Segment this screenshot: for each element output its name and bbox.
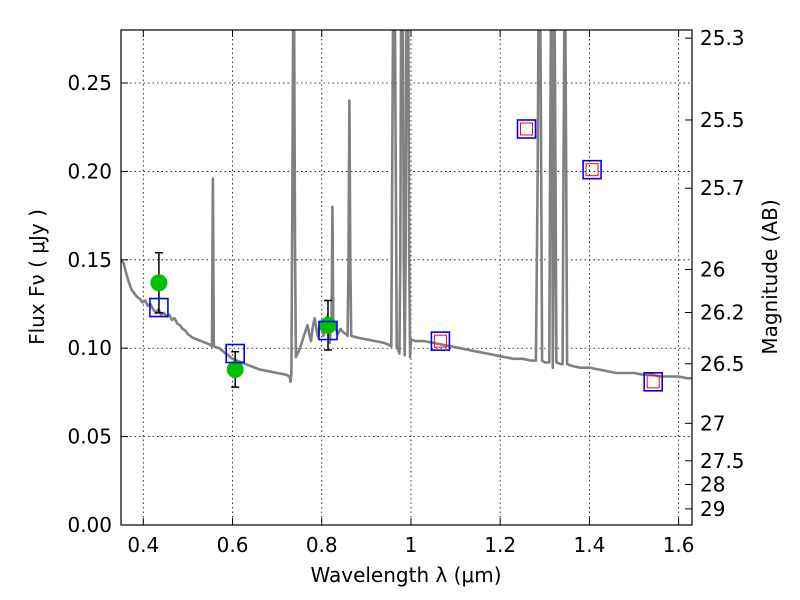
x-tick-label: 1.4 — [573, 533, 605, 557]
x-tick-label: 0.6 — [217, 533, 249, 557]
predicted-point — [433, 334, 447, 348]
x-axis-title: Wavelength λ (μm) — [310, 563, 501, 587]
predicted-point — [585, 163, 599, 177]
y-tick-label: 0.05 — [67, 425, 112, 449]
model-point — [149, 297, 169, 318]
right-axis-title: Magnitude (AB) — [758, 199, 782, 354]
mag-tick-label: 25.7 — [700, 176, 745, 200]
mag-tick-label: 25.3 — [700, 26, 745, 50]
mag-tick-label: 27.5 — [700, 449, 745, 473]
predicted-point — [519, 122, 533, 136]
mag-tick-label: 26 — [700, 258, 725, 282]
model-point — [516, 119, 537, 139]
y-tick-label: 0.25 — [67, 71, 112, 95]
y-tick-label: 0.20 — [67, 159, 112, 183]
axes: 0.4 0.6 0.8 1 1.2 1.4 1.6 0.00 0.05 0.10 0.15 0.20 0… — [67, 26, 744, 557]
x-tick-label: 0.4 — [127, 533, 159, 557]
mag-tick-label: 29 — [700, 497, 725, 521]
mag-tick-label: 26.2 — [700, 301, 745, 325]
plot-frame — [120, 29, 693, 526]
observed-point — [319, 316, 337, 334]
mag-tick-label: 28 — [700, 473, 725, 497]
model-point — [643, 372, 663, 392]
x-tick-label: 1 — [405, 533, 418, 557]
x-tick-label: 1.2 — [484, 533, 516, 557]
predicted-point — [646, 375, 660, 389]
observed-point — [150, 274, 168, 292]
x-tick-label: 1.6 — [663, 533, 695, 557]
model-point — [430, 331, 451, 351]
model-point — [225, 343, 245, 364]
mag-tick-label: 25.5 — [700, 108, 745, 132]
x-tick-label: 0.8 — [306, 533, 338, 557]
y-tick-label: 0.00 — [67, 513, 112, 537]
observed-point — [226, 360, 244, 378]
y-tick-label: 0.10 — [67, 336, 112, 360]
mag-tick-label: 26.5 — [700, 352, 745, 376]
plot-area — [121, 30, 692, 392]
y-axis-title: Flux Fν ( μJy ) — [25, 209, 49, 345]
mag-tick-label: 27 — [700, 411, 725, 435]
model-point — [318, 320, 338, 341]
model-point — [582, 159, 602, 180]
sed-line — [121, 30, 692, 384]
y-tick-label: 0.15 — [67, 248, 112, 272]
